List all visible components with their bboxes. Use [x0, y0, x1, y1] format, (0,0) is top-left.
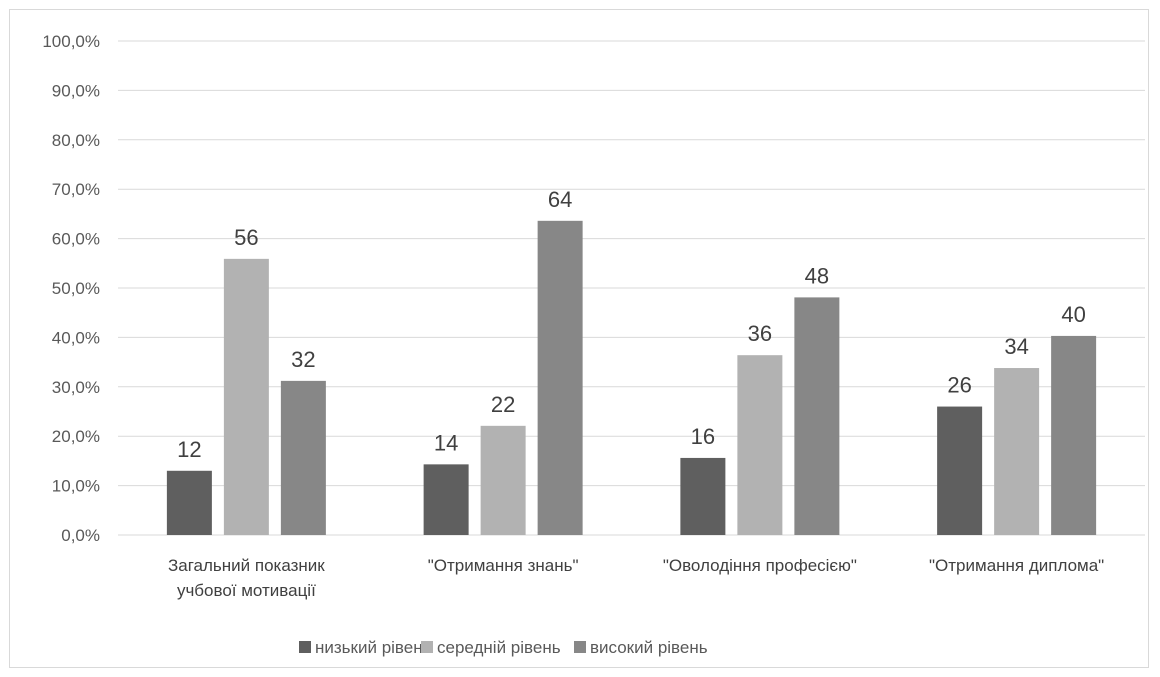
y-tick-label: 90,0% — [52, 81, 100, 100]
legend-swatch — [421, 641, 433, 653]
legend-label: низький рівень — [315, 638, 432, 657]
data-label: 40 — [1061, 302, 1085, 327]
bar — [994, 368, 1040, 535]
bar — [680, 457, 726, 535]
y-tick-label: 50,0% — [52, 279, 100, 298]
data-label: 14 — [434, 430, 458, 455]
y-tick-label: 100,0% — [42, 32, 100, 51]
data-label: 48 — [805, 263, 829, 288]
data-label: 12 — [177, 437, 201, 462]
bar — [794, 297, 840, 535]
y-tick-label: 80,0% — [52, 131, 100, 150]
y-tick-label: 30,0% — [52, 378, 100, 397]
x-category-label: "Отримання знань" — [428, 556, 579, 575]
y-axis-ticks: 0,0% 10,0% 20,0% 30,0% 40,0% 50,0% 60,0% 70,0% 8… — [42, 32, 100, 545]
y-tick-label: 0,0% — [61, 526, 100, 545]
legend-label: високий рівень — [590, 638, 708, 657]
data-label: 34 — [1004, 334, 1028, 359]
data-label: 22 — [491, 392, 515, 417]
bar — [537, 220, 583, 536]
data-label: 36 — [748, 321, 772, 346]
x-category-label: "Оволодіння професією" — [663, 556, 857, 575]
legend-label: середній рівень — [437, 638, 561, 657]
legend-swatch — [299, 641, 311, 653]
data-label: 16 — [691, 424, 715, 449]
data-label: 32 — [291, 347, 315, 372]
y-tick-label: 40,0% — [52, 328, 100, 347]
bar — [280, 380, 326, 535]
data-label: 56 — [234, 225, 258, 250]
data-label: 26 — [947, 373, 971, 398]
bar — [423, 464, 469, 535]
bar — [223, 258, 269, 535]
legend-swatch — [574, 641, 586, 653]
legend: низький рівень середній рівень високий рів… — [299, 638, 708, 657]
y-tick-label: 70,0% — [52, 180, 100, 199]
bar — [737, 355, 783, 535]
y-tick-label: 20,0% — [52, 427, 100, 446]
gridlines — [118, 40, 1145, 536]
x-category-label: учбової мотивації — [177, 581, 316, 600]
y-tick-label: 10,0% — [52, 477, 100, 496]
data-labels: 12 56 32 14 22 64 16 36 48 26 34 40 — [177, 187, 1086, 462]
bar — [1051, 335, 1097, 535]
bar — [937, 406, 983, 535]
bar — [166, 470, 212, 535]
data-label: 64 — [548, 187, 572, 212]
bars — [166, 220, 1097, 536]
x-axis-categories: Загальний показник учбової мотивації "Отри… — [168, 556, 1104, 600]
x-category-label: "Отримання диплома" — [929, 556, 1104, 575]
bar — [480, 425, 526, 535]
y-tick-label: 60,0% — [52, 230, 100, 249]
x-category-label: Загальний показник — [168, 556, 325, 575]
